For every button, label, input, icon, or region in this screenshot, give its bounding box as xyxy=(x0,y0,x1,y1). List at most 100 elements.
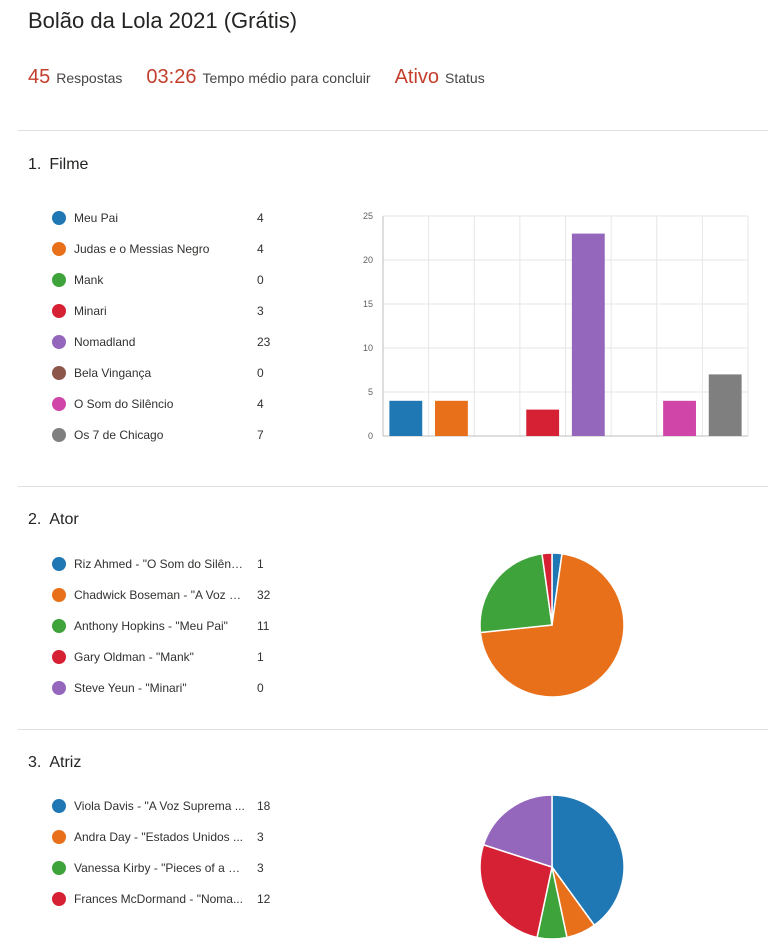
dot-icon xyxy=(52,619,66,633)
legend-count: 3 xyxy=(257,304,264,318)
dot-icon xyxy=(52,335,66,349)
legend-count: 4 xyxy=(257,242,264,256)
legend-label: Vanessa Kirby - "Pieces of a W... xyxy=(74,861,246,875)
bar[interactable] xyxy=(571,233,605,436)
bar[interactable] xyxy=(708,374,742,436)
legend-item[interactable]: Mank 0 xyxy=(52,271,282,302)
legend-label: Bela Vingança xyxy=(74,366,152,380)
section-divider xyxy=(18,486,768,487)
legend-item[interactable]: Meu Pai 4 xyxy=(52,209,282,240)
dot-icon xyxy=(52,211,66,225)
legend-item[interactable]: Vanessa Kirby - "Pieces of a W... 3 xyxy=(52,859,282,890)
y-tick-label: 20 xyxy=(363,255,373,265)
question-number: 3. xyxy=(28,754,42,771)
dot-icon xyxy=(52,588,66,602)
legend-item[interactable]: Judas e o Messias Negro 4 xyxy=(52,240,282,271)
section-divider xyxy=(18,130,768,131)
pie-chart xyxy=(479,794,625,940)
legend-count: 1 xyxy=(257,650,264,664)
y-tick-label: 10 xyxy=(363,343,373,353)
legend-label: Viola Davis - "A Voz Suprema ... xyxy=(74,799,245,813)
stat-responses: 45 Respostas xyxy=(28,66,122,89)
stat-label: Tempo médio para concluir xyxy=(202,70,371,86)
question-title: 1. Filme xyxy=(28,156,88,174)
legend-count: 32 xyxy=(257,588,271,602)
y-tick-label: 15 xyxy=(363,299,373,309)
legend-label: Meu Pai xyxy=(74,211,119,225)
stat-value: Ativo xyxy=(394,66,440,88)
question-title: 3. Atriz xyxy=(28,754,81,772)
legend-count: 18 xyxy=(257,799,271,813)
legend-label: Anthony Hopkins - "Meu Pai" xyxy=(74,619,228,633)
legend: Riz Ahmed - "O Som do Silênc... 1 Chadwic… xyxy=(52,555,282,710)
legend-count: 3 xyxy=(257,830,264,844)
bar-chart: 0 5 10 15 20 25 xyxy=(363,211,749,441)
legend-label: O Som do Silêncio xyxy=(74,397,174,411)
legend-label: Frances McDormand - "Noma... xyxy=(74,892,243,906)
dot-icon xyxy=(52,892,66,906)
bar[interactable] xyxy=(526,409,560,436)
legend-item[interactable]: Minari 3 xyxy=(52,302,282,333)
legend-item[interactable]: Riz Ahmed - "O Som do Silênc... 1 xyxy=(52,555,282,586)
legend-count: 0 xyxy=(257,273,264,287)
y-tick-label: 5 xyxy=(368,387,373,397)
dot-icon xyxy=(52,242,66,256)
legend-count: 0 xyxy=(257,681,264,695)
legend: Viola Davis - "A Voz Suprema ... 18 Andra… xyxy=(52,797,282,921)
legend-item[interactable]: O Som do Silêncio 4 xyxy=(52,395,282,426)
bar[interactable] xyxy=(435,400,468,436)
dot-icon xyxy=(52,799,66,813)
stat-status: Ativo Status xyxy=(395,66,485,89)
legend-item[interactable]: Andra Day - "Estados Unidos ... 3 xyxy=(52,828,282,859)
legend-label: Minari xyxy=(74,304,107,318)
legend-count: 4 xyxy=(257,397,264,411)
question-label: Atriz xyxy=(49,754,82,771)
question-number: 1. xyxy=(28,156,42,173)
pie-slice[interactable] xyxy=(541,552,553,626)
question-number: 2. xyxy=(28,511,42,528)
dot-icon xyxy=(52,830,66,844)
pie-slice[interactable] xyxy=(479,552,553,634)
stat-average-time: 03:26 Tempo médio para concluir xyxy=(146,66,370,89)
legend-item[interactable]: Viola Davis - "A Voz Suprema ... 18 xyxy=(52,797,282,828)
bar[interactable] xyxy=(389,400,423,436)
legend-count: 7 xyxy=(257,428,264,442)
dot-icon xyxy=(52,428,66,442)
legend-label: Steve Yeun - "Minari" xyxy=(74,681,187,695)
legend-item[interactable]: Chadwick Boseman - "A Voz S... 32 xyxy=(52,586,282,617)
legend-label: Riz Ahmed - "O Som do Silênc... xyxy=(74,557,246,571)
stat-value: 03:26 xyxy=(146,66,197,88)
legend-item[interactable]: Bela Vingança 0 xyxy=(52,364,282,395)
form-title: Bolão da Lola 2021 (Grátis) xyxy=(28,8,298,33)
pie-slice[interactable] xyxy=(551,794,625,927)
legend-item[interactable]: Frances McDormand - "Noma... 12 xyxy=(52,890,282,921)
legend-label: Chadwick Boseman - "A Voz S... xyxy=(74,588,246,602)
legend-count: 3 xyxy=(257,861,264,875)
legend-label: Judas e o Messias Negro xyxy=(74,242,210,256)
pie-slice[interactable] xyxy=(482,794,553,869)
y-tick-label: 0 xyxy=(368,431,373,441)
legend-item[interactable]: Gary Oldman - "Mank" 1 xyxy=(52,648,282,679)
legend-count: 0 xyxy=(257,366,264,380)
dot-icon xyxy=(52,650,66,664)
legend: Meu Pai 4 Judas e o Messias Negro 4 Mank 0 … xyxy=(52,209,282,457)
legend-label: Andra Day - "Estados Unidos ... xyxy=(74,830,244,844)
stat-label: Status xyxy=(445,70,485,86)
legend-count: 12 xyxy=(257,892,271,906)
dot-icon xyxy=(52,304,66,318)
dot-icon xyxy=(52,273,66,287)
legend-item[interactable]: Nomadland 23 xyxy=(52,333,282,364)
legend-label: Nomadland xyxy=(74,335,136,349)
legend-label: Mank xyxy=(74,273,104,287)
dot-icon xyxy=(52,366,66,380)
stat-value: 45 xyxy=(28,66,51,88)
stat-label: Respostas xyxy=(56,70,123,86)
legend-item[interactable]: Anthony Hopkins - "Meu Pai" 11 xyxy=(52,617,282,648)
dot-icon xyxy=(52,681,66,695)
bar[interactable] xyxy=(663,400,696,436)
question-label: Filme xyxy=(49,156,89,173)
legend-label: Os 7 de Chicago xyxy=(74,428,164,442)
legend-item[interactable]: Os 7 de Chicago 7 xyxy=(52,426,282,457)
dot-icon xyxy=(52,557,66,571)
legend-item[interactable]: Steve Yeun - "Minari" 0 xyxy=(52,679,282,710)
